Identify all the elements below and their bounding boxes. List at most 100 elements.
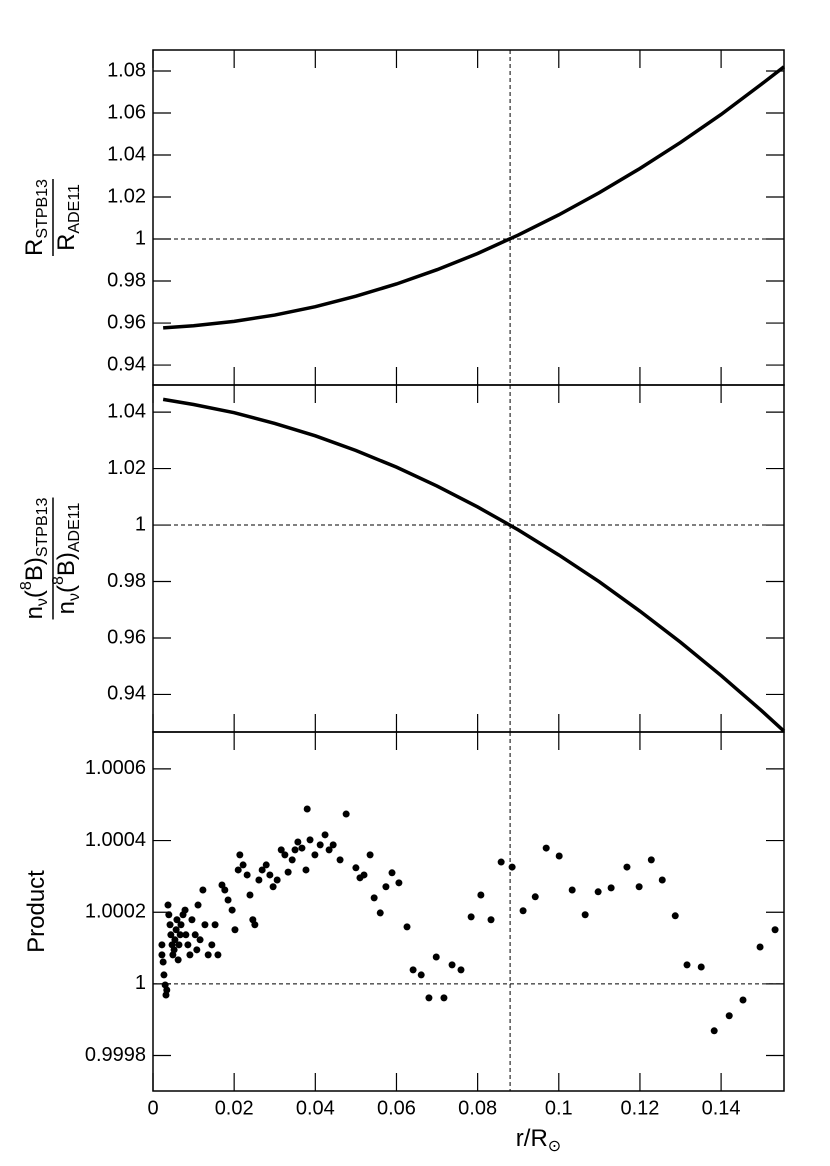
data-point xyxy=(266,871,274,879)
data-point xyxy=(581,911,589,919)
y-tick-label: 1.0006 xyxy=(85,757,146,779)
label-part: B) xyxy=(21,557,48,581)
y-tick-label: 1 xyxy=(135,513,146,535)
y-tick-label: 1.06 xyxy=(107,101,146,123)
data-point xyxy=(376,909,384,917)
y-tick-label: 0.94 xyxy=(107,683,146,705)
data-point xyxy=(467,913,475,921)
x-tick-label: 0.12 xyxy=(620,1097,659,1119)
data-point xyxy=(158,941,166,949)
label-part: STPB13 xyxy=(34,179,51,239)
data-point xyxy=(176,931,184,939)
y-tick-label: 0.96 xyxy=(107,311,146,333)
data-point xyxy=(194,901,202,909)
data-point xyxy=(164,901,172,909)
data-point xyxy=(284,868,292,876)
data-point xyxy=(173,916,181,924)
label-part: ADE11 xyxy=(66,503,83,553)
data-point xyxy=(221,886,229,894)
data-point xyxy=(336,856,344,864)
data-point xyxy=(519,907,527,915)
data-point xyxy=(432,953,440,961)
data-point xyxy=(234,866,242,874)
data-point xyxy=(171,936,179,944)
data-point xyxy=(214,951,222,959)
data-point xyxy=(199,886,207,894)
data-point xyxy=(281,851,289,859)
y-tick-label: 0.94 xyxy=(107,353,146,375)
label-part: ADE11 xyxy=(66,184,83,234)
data-point xyxy=(635,883,643,891)
data-point xyxy=(306,836,314,844)
panel: 0.940.960.9811.021.041.061.08RSTPB13RADE… xyxy=(21,49,786,386)
label-part: 8 xyxy=(50,576,67,585)
data-point xyxy=(302,866,310,874)
label-part: ( xyxy=(21,590,48,598)
data-point xyxy=(231,926,239,934)
data-point xyxy=(228,906,236,914)
data-point xyxy=(204,951,212,959)
data-point xyxy=(167,931,175,939)
label-part: B) xyxy=(53,552,80,576)
data-point xyxy=(177,921,185,929)
x-tick-label: 0.06 xyxy=(377,1097,416,1119)
data-point xyxy=(303,805,311,813)
plot-frame xyxy=(152,731,785,1092)
y-tick-label: 0.98 xyxy=(107,570,146,592)
data-point xyxy=(395,879,403,887)
data-point xyxy=(184,941,192,949)
y-label-numerator: nν(8B)STPB13 xyxy=(18,497,51,619)
data-point xyxy=(366,851,374,859)
data-point xyxy=(542,844,550,852)
label-part: ν xyxy=(34,598,51,606)
data-point xyxy=(658,876,666,884)
data-point xyxy=(555,852,563,860)
data-point xyxy=(409,966,417,974)
y-tick-label: 1.0004 xyxy=(85,829,146,851)
y-tick-label: 0.98 xyxy=(107,269,146,291)
data-point xyxy=(329,841,337,849)
data-point xyxy=(163,986,171,994)
data-point xyxy=(508,863,516,871)
y-axis-label: Product xyxy=(23,870,50,953)
data-point xyxy=(568,886,576,894)
data-point xyxy=(683,961,691,969)
data-point xyxy=(647,856,655,864)
label-part: ( xyxy=(53,585,80,593)
data-point xyxy=(316,841,324,849)
x-tick-label: 0.14 xyxy=(702,1097,741,1119)
data-point xyxy=(269,883,277,891)
x-tick-label: 0 xyxy=(147,1097,158,1119)
data-point xyxy=(756,943,764,951)
y-tick-label: 1 xyxy=(135,972,146,994)
data-point xyxy=(497,858,505,866)
label-part: STPB13 xyxy=(34,497,51,557)
y-tick-label: 0.9998 xyxy=(85,1044,146,1066)
data-point xyxy=(311,851,319,859)
data-point xyxy=(262,861,270,869)
data-point xyxy=(370,894,378,902)
data-point xyxy=(277,846,285,854)
data-point xyxy=(294,838,302,846)
data-point xyxy=(321,831,329,839)
data-point xyxy=(246,891,254,899)
x-tick-label: 0.08 xyxy=(458,1097,497,1119)
label-part: r/R xyxy=(516,1125,548,1152)
data-point xyxy=(457,966,465,974)
data-point xyxy=(710,1027,718,1035)
data-point xyxy=(298,844,306,852)
data-point xyxy=(236,851,244,859)
y-tick-label: 1 xyxy=(135,227,146,249)
data-point xyxy=(255,876,263,884)
data-point xyxy=(325,846,333,854)
data-point xyxy=(181,906,189,914)
data-point xyxy=(291,846,299,854)
data-point xyxy=(251,921,259,929)
label-part: Product xyxy=(23,870,50,953)
data-point xyxy=(671,912,679,920)
label-part: ν xyxy=(66,593,83,601)
data-point xyxy=(188,916,196,924)
